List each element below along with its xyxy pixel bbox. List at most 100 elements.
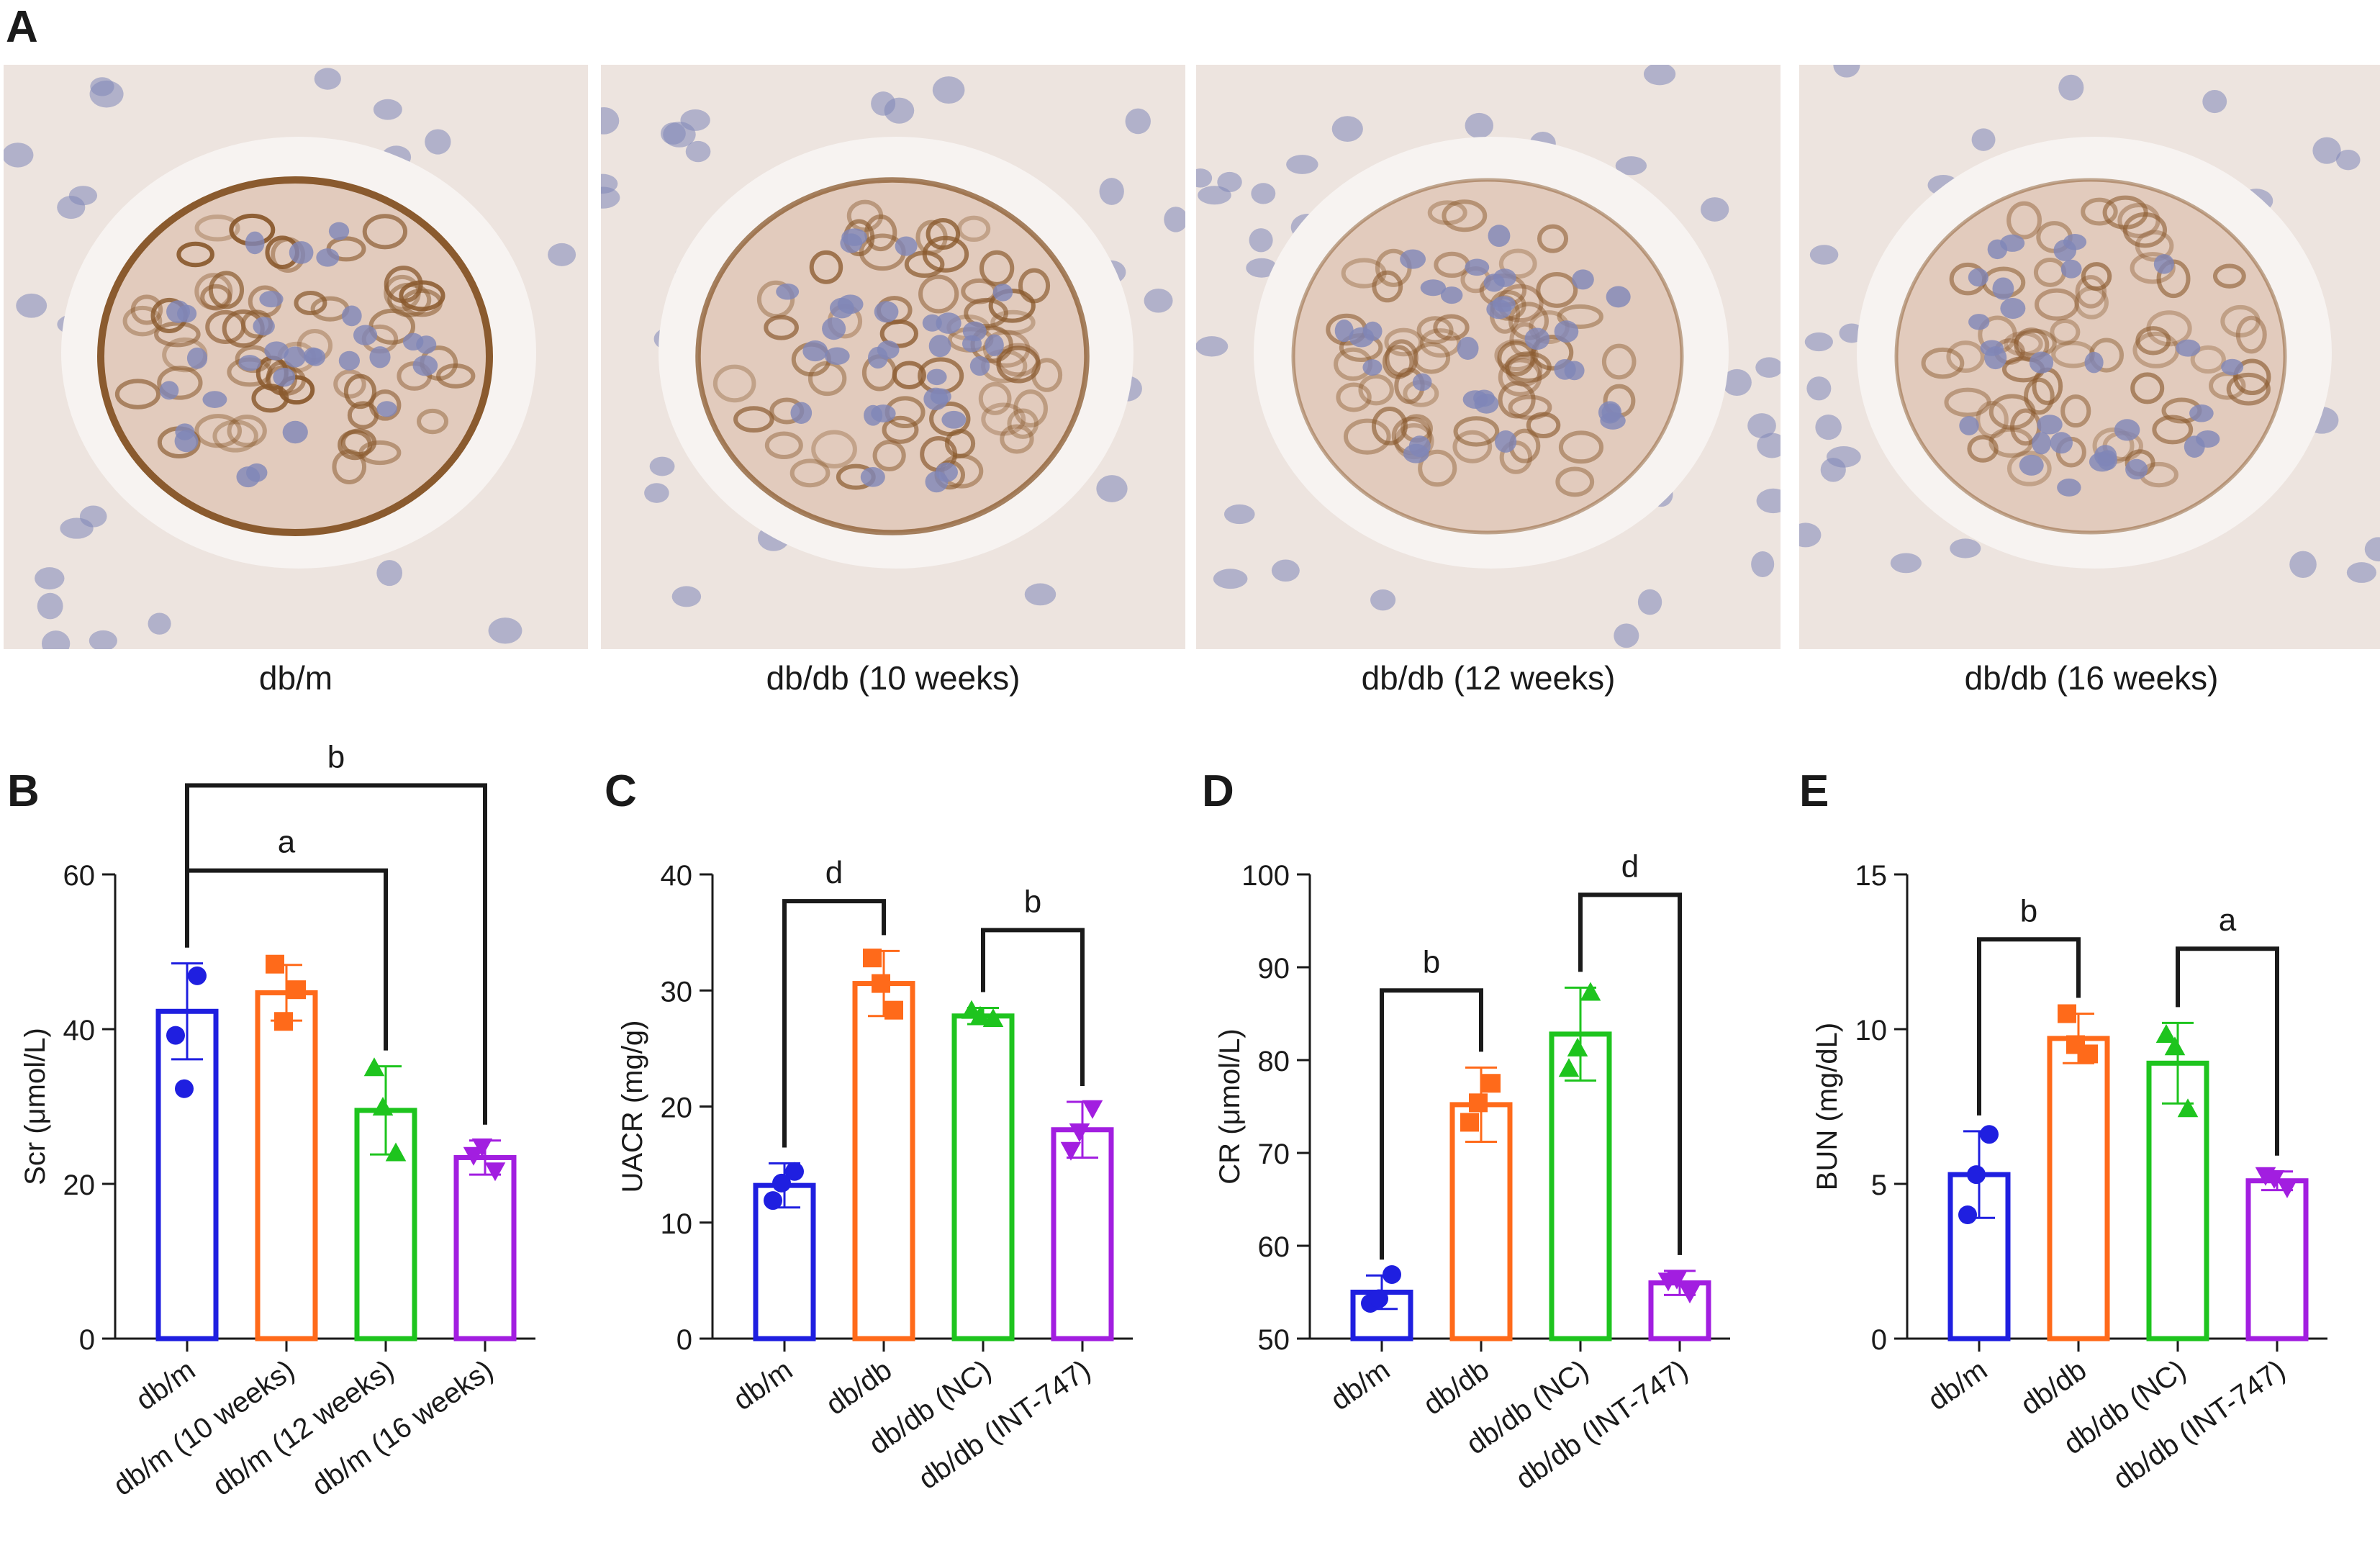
x-tick-label: db/db [2015, 1354, 2092, 1421]
capillary-loop [194, 214, 240, 242]
y-tick-label: 20 [63, 1169, 96, 1201]
capillary-loop [194, 414, 243, 448]
x-tick-label: db/db (INT-747) [2107, 1354, 2291, 1496]
data-point [2066, 1035, 2085, 1054]
capillary-loop [1557, 304, 1603, 329]
tubule-nucleus [1223, 504, 1255, 525]
capillary-loop [208, 271, 245, 309]
glomerular-nucleus [284, 346, 307, 368]
capillary-loop [2152, 415, 2194, 445]
capillary-loop [2006, 451, 2052, 487]
glomerular-nucleus [941, 410, 967, 429]
significance-label: a [278, 825, 296, 860]
capillary-loop [122, 305, 163, 337]
capillary-loop [956, 215, 991, 243]
tubule-nucleus [601, 107, 620, 135]
glomerular-nucleus [2176, 339, 2201, 357]
tubule-nucleus [2202, 90, 2227, 114]
significance-bracket [185, 783, 487, 1125]
tubule-nucleus [1331, 116, 1363, 142]
glomerular-nucleus [159, 381, 179, 400]
tubule-nucleus [548, 243, 576, 266]
micrograph-db-m [4, 65, 588, 649]
tubule-nucleus [1637, 589, 1662, 615]
glomerular-nucleus [2029, 351, 2054, 374]
data-point [363, 1057, 385, 1077]
data-point [1580, 982, 1601, 1001]
capillary-loop [1418, 449, 1457, 487]
data-point [175, 1079, 194, 1098]
tubule-nucleus [373, 99, 402, 120]
data-point [1460, 1113, 1479, 1132]
micrograph-caption-db-db-12-weeks: db/db (12 weeks) [1361, 659, 1616, 697]
glomerular-nucleus [1457, 337, 1479, 361]
tubule-nucleus [1096, 475, 1128, 502]
significance-label: b [1024, 884, 1041, 919]
capillary-loop [811, 430, 857, 469]
tubule-nucleus [671, 586, 702, 607]
capillary-loop [1000, 424, 1034, 454]
significance-label: b [2020, 893, 2037, 928]
tubule-nucleus [1615, 156, 1647, 176]
capillary-loop [1555, 466, 1595, 497]
tubule-nucleus [2346, 562, 2376, 583]
y-axis-label: BUN (mg/dL) [1811, 1023, 1843, 1190]
x-tick-label: db/db (INT-747) [1510, 1354, 1693, 1496]
capillary-loop [157, 366, 203, 400]
data-point [1469, 1093, 1488, 1113]
chart-panel-d: D 50 60 70 80 90 100 CR (μmol/L) db/m db/dbdb/db … [1202, 766, 1730, 1496]
data-point [2177, 1098, 2199, 1118]
capillary-loop [979, 250, 1015, 286]
glomerular-nucleus [2032, 432, 2051, 455]
glomerular-nucleus [790, 402, 813, 424]
data-point [1967, 1165, 1986, 1185]
capillary-loop [2226, 372, 2271, 406]
capillary-loop [864, 214, 897, 252]
data-point [372, 1097, 394, 1116]
data-point [166, 1026, 185, 1045]
tubule-nucleus [1809, 245, 1839, 265]
micrograph-svg [1196, 65, 1781, 649]
capillary-loop [1416, 316, 1454, 345]
tubule-nucleus [1806, 376, 1832, 401]
tubule-nucleus [685, 140, 711, 163]
glomerular-nucleus [186, 347, 208, 369]
capillary-loop [417, 408, 449, 435]
data-point [2164, 1036, 2186, 1056]
capillary-loop [2102, 195, 2148, 230]
glomerular-nucleus [1440, 286, 1463, 304]
micrograph-db-db-10-weeks [601, 65, 1185, 649]
micrograph-svg [4, 65, 588, 649]
tubule-nucleus [314, 68, 341, 90]
x-tick-label: db/db [820, 1354, 897, 1421]
glomerular-nucleus [2097, 450, 2118, 471]
glomerular-nucleus [1524, 327, 1550, 350]
capillary-loop [362, 214, 408, 250]
bar [255, 990, 318, 1341]
tubule-nucleus [601, 186, 620, 209]
glomerular-nucleus [253, 317, 275, 336]
tubule-nucleus [488, 617, 522, 644]
y-tick-label: 100 [1241, 860, 1290, 892]
glomerular-nucleus [416, 335, 437, 354]
tubule-nucleus [2335, 149, 2361, 171]
y-tick-label: 30 [661, 976, 693, 1008]
glomerular-nucleus [2057, 478, 2081, 497]
data-point [1679, 1285, 1701, 1304]
tubule-nucleus [2364, 537, 2380, 562]
capillary-loop [343, 374, 377, 410]
glomerular-nucleus [2000, 297, 2026, 319]
capillary-loop [809, 250, 843, 284]
glomerular-nucleus [328, 222, 350, 240]
capillary-loop [1967, 435, 1999, 463]
glomerular-nucleus [992, 284, 1013, 302]
glomerular-nucleus [895, 236, 918, 256]
tubule-nucleus [4, 142, 34, 168]
x-tick-label: db/db (INT-747) [913, 1354, 1096, 1496]
glomerular-nucleus [2221, 358, 2244, 376]
capillary-loop [2146, 310, 2192, 347]
significance-label: a [2219, 902, 2237, 938]
data-point [1482, 1074, 1501, 1093]
tubule-nucleus [2289, 551, 2317, 579]
